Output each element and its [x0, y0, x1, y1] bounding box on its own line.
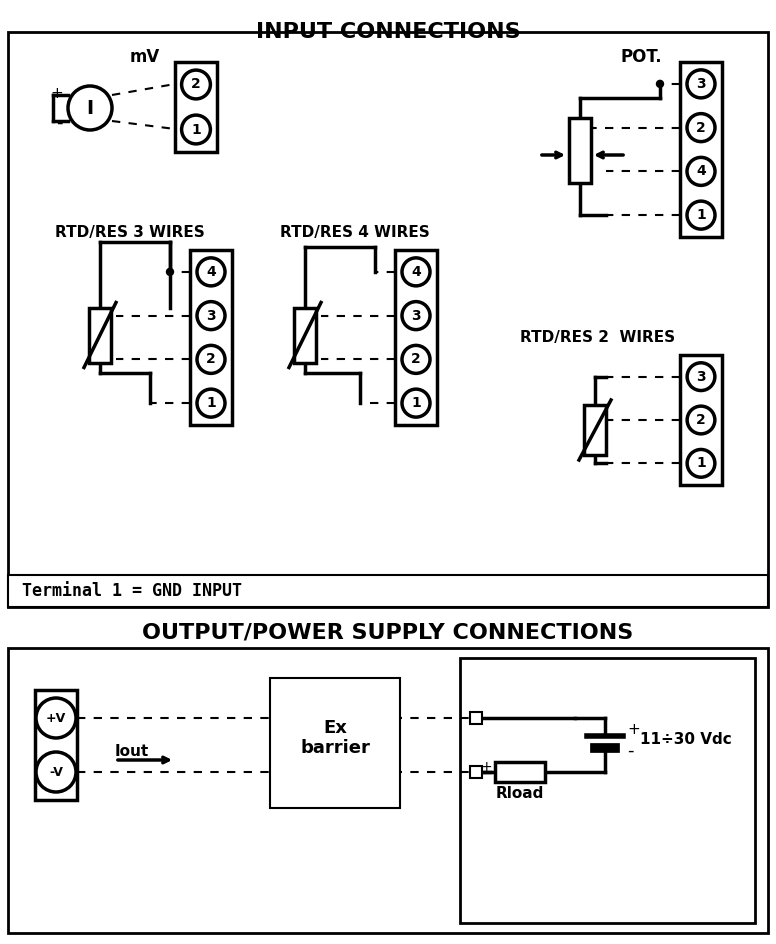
Text: +: +	[627, 722, 639, 737]
Circle shape	[687, 449, 715, 478]
Text: 2: 2	[411, 352, 421, 366]
Text: 3: 3	[696, 370, 706, 383]
Bar	[8, 32, 768, 607]
Circle shape	[197, 389, 225, 417]
Circle shape	[687, 70, 715, 98]
Circle shape	[197, 346, 225, 374]
Text: 4: 4	[411, 265, 421, 278]
Text: 2: 2	[696, 413, 706, 427]
Text: +: +	[480, 760, 492, 774]
Bar	[495, 762, 545, 782]
Bar	[175, 62, 217, 152]
Text: 2: 2	[206, 352, 216, 366]
Text: Terminal 1 = GND INPUT: Terminal 1 = GND INPUT	[22, 582, 242, 600]
Text: -V: -V	[49, 766, 63, 779]
Text: mV: mV	[130, 48, 160, 66]
Circle shape	[402, 389, 430, 417]
Text: +: +	[50, 86, 63, 100]
Circle shape	[402, 346, 430, 374]
Bar	[569, 117, 591, 182]
Bar	[395, 250, 437, 425]
Bar	[89, 308, 111, 362]
Circle shape	[182, 70, 210, 99]
Bar	[270, 678, 400, 808]
Text: RTD/RES 4 WIRES: RTD/RES 4 WIRES	[280, 225, 430, 240]
Text: POT.: POT.	[620, 48, 662, 66]
Text: 1: 1	[696, 208, 706, 222]
Text: RTD/RES 2  WIRES: RTD/RES 2 WIRES	[520, 330, 675, 345]
Bar	[35, 690, 77, 800]
Circle shape	[402, 258, 430, 286]
Circle shape	[36, 752, 76, 792]
Text: -: -	[627, 742, 633, 760]
Text: I: I	[86, 98, 94, 117]
Bar	[470, 766, 482, 778]
Text: 4: 4	[206, 265, 216, 278]
Bar	[8, 575, 768, 607]
Text: Ex
barrier: Ex barrier	[300, 718, 370, 757]
Bar	[190, 250, 232, 425]
Text: 2: 2	[191, 77, 201, 92]
Bar	[680, 355, 722, 485]
Text: 1: 1	[696, 456, 706, 470]
Text: 11÷30 Vdc: 11÷30 Vdc	[640, 733, 732, 748]
Text: RTD/RES 3 WIRES: RTD/RES 3 WIRES	[55, 225, 205, 240]
Circle shape	[402, 302, 430, 329]
Text: 1: 1	[411, 396, 421, 410]
Bar	[294, 308, 316, 362]
Circle shape	[197, 258, 225, 286]
Circle shape	[197, 302, 225, 329]
Bar	[470, 712, 482, 724]
Text: Rload: Rload	[496, 786, 544, 801]
Text: 2: 2	[696, 121, 706, 135]
Circle shape	[36, 698, 76, 738]
Circle shape	[687, 113, 715, 142]
Text: 3: 3	[696, 76, 706, 91]
Bar	[8, 648, 768, 933]
Text: INPUT CONNECTIONS: INPUT CONNECTIONS	[255, 22, 521, 42]
Bar	[680, 62, 722, 237]
Text: -: -	[57, 114, 63, 132]
Text: Iout: Iout	[115, 745, 149, 760]
Text: 3: 3	[411, 309, 421, 323]
Circle shape	[687, 158, 715, 185]
Text: 1: 1	[191, 123, 201, 137]
Circle shape	[687, 362, 715, 391]
Circle shape	[687, 406, 715, 434]
Text: OUTPUT/POWER SUPPLY CONNECTIONS: OUTPUT/POWER SUPPLY CONNECTIONS	[142, 622, 634, 642]
Circle shape	[68, 86, 112, 130]
Circle shape	[656, 80, 663, 88]
Circle shape	[167, 268, 174, 276]
Bar	[584, 405, 606, 455]
Circle shape	[182, 115, 210, 143]
Text: +V: +V	[46, 712, 66, 724]
Bar	[460, 658, 755, 923]
Text: 1: 1	[206, 396, 216, 410]
Text: 3: 3	[206, 309, 216, 323]
Text: 4: 4	[696, 164, 706, 178]
Circle shape	[687, 201, 715, 229]
